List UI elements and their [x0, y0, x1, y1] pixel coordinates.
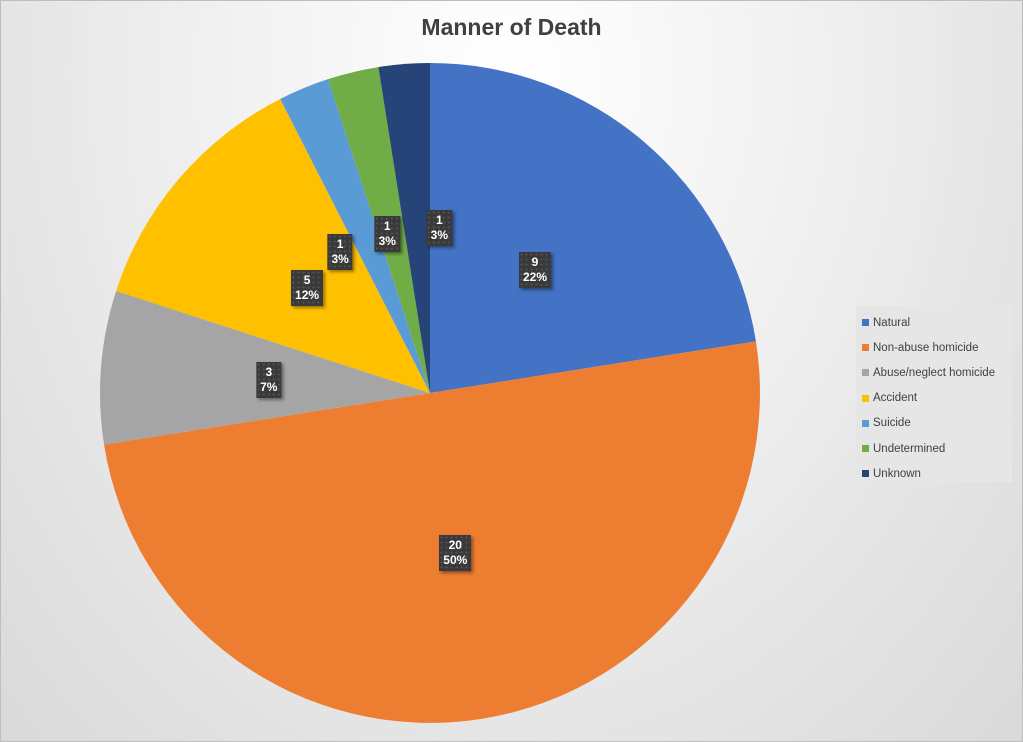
legend-swatch	[862, 470, 869, 478]
legend-item: Accident	[856, 386, 1012, 411]
data-label-percent: 7%	[260, 380, 278, 395]
data-label-value: 9	[531, 255, 539, 270]
data-label-percent: 12%	[295, 287, 320, 302]
data-label-percent: 50%	[443, 552, 468, 567]
data-label: 9 22%	[519, 252, 552, 289]
data-label-value: 3	[265, 365, 273, 380]
pie-slice-suicide	[280, 79, 430, 393]
legend-item: Suicide	[856, 411, 1012, 436]
data-label: 5 12%	[291, 269, 324, 306]
legend-item: Non-abuse homicide	[856, 335, 1012, 360]
data-label-value: 1	[336, 236, 344, 251]
legend: Natural Non-abuse homicide Abuse/neglect h…	[856, 306, 1012, 482]
data-label-percent: 3%	[378, 233, 396, 248]
pie-slice-accident	[116, 98, 430, 394]
legend-label: Natural	[873, 316, 911, 329]
data-label-value: 1	[383, 218, 391, 233]
data-label: 1 3%	[374, 215, 400, 252]
legend-swatch	[862, 344, 869, 352]
legend-label: Abuse/neglect homicide	[873, 366, 996, 379]
legend-swatch	[862, 319, 869, 327]
legend-item: Abuse/neglect homicide	[856, 360, 1012, 385]
pie-slice-non-abuse-homicide	[104, 341, 760, 723]
chart-title: Manner of Death	[421, 14, 602, 40]
data-label-value: 20	[448, 537, 462, 552]
legend-item: Unknown	[856, 461, 1012, 486]
data-label: 3 7%	[256, 362, 282, 399]
data-label-percent: 3%	[331, 251, 349, 266]
data-label: 1 3%	[327, 233, 353, 270]
legend-label: Non-abuse homicide	[873, 341, 979, 354]
legend-item: Undetermined	[856, 436, 1012, 461]
legend-label: Accident	[873, 392, 918, 405]
data-label: 20 50%	[439, 534, 472, 571]
data-label-percent: 3%	[430, 227, 448, 242]
pie-slice-natural	[430, 63, 756, 393]
legend-item: Natural	[856, 310, 1012, 335]
legend-label: Suicide	[873, 417, 911, 430]
legend-swatch	[862, 445, 869, 453]
legend-swatch	[862, 369, 869, 377]
legend-label: Unknown	[873, 467, 921, 480]
legend-swatch	[862, 394, 869, 402]
legend-label: Undetermined	[873, 442, 946, 455]
pie-slice-unknown	[378, 63, 430, 393]
data-label-value: 5	[303, 272, 311, 287]
legend-swatch	[862, 419, 869, 427]
data-label: 1 3%	[426, 209, 452, 246]
data-label-percent: 22%	[523, 270, 548, 285]
data-label-value: 1	[435, 212, 443, 227]
